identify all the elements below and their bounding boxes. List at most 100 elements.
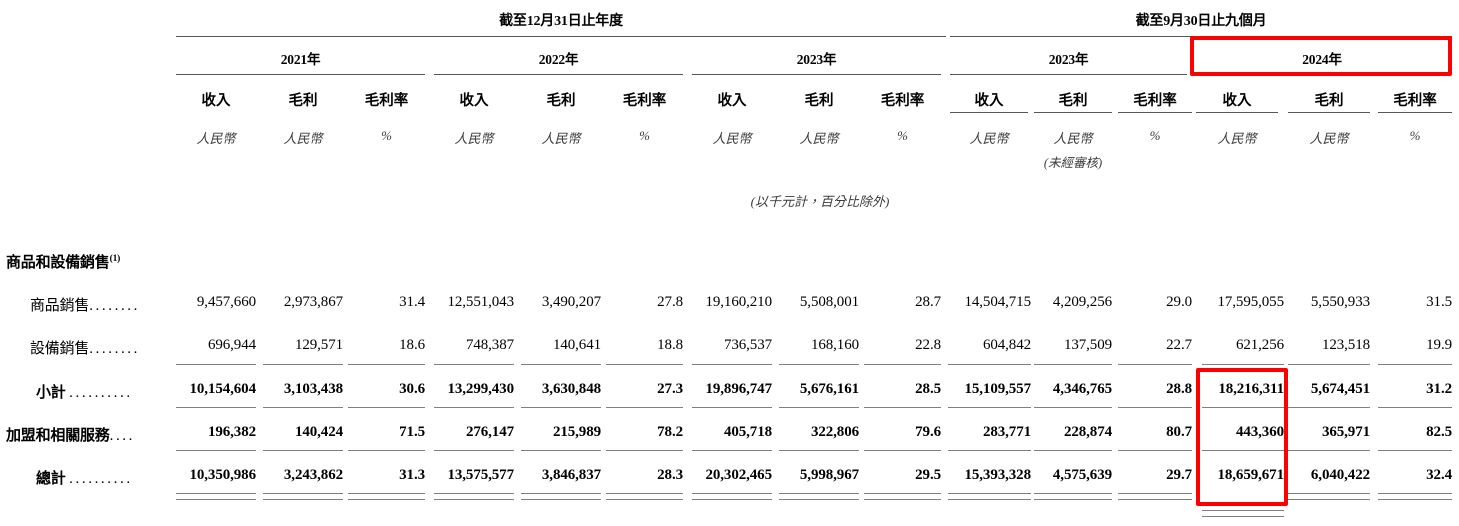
cell-r4-c6: 20,302,465 <box>705 467 772 483</box>
rule-below-total-a-c11 <box>1118 493 1192 494</box>
subheader-2024q-gross-profit: 毛利 <box>1314 93 1344 109</box>
cell-r2-c9: 15,109,557 <box>964 381 1031 397</box>
cell-r1-c4: 140,641 <box>552 337 601 353</box>
rule-above-total-c14 <box>1378 450 1452 451</box>
rule-below-total-a-c8 <box>864 493 941 494</box>
cell-r0-c12: 17,595,055 <box>1217 294 1284 310</box>
row-label-merchandise-sales: 商品銷售........ <box>30 294 140 315</box>
year-header-2024-nine-months: 2024年 <box>1302 52 1342 67</box>
cell-r3-c5: 78.2 <box>657 424 683 440</box>
cell-r3-c6: 405,718 <box>723 424 772 440</box>
cell-r3-c1: 140,424 <box>294 424 343 440</box>
rule-below-total-a-c9 <box>948 493 1031 494</box>
cell-r2-c4: 3,630,848 <box>541 381 601 397</box>
rule-above-subtotal-c13 <box>1288 364 1370 365</box>
cell-r4-c14: 32.4 <box>1426 467 1452 483</box>
rule-below-total-a-c1 <box>263 493 343 494</box>
cell-r2-c13: 5,674,451 <box>1310 381 1370 397</box>
rule-below-total-a-c12 <box>1202 510 1284 511</box>
rule-below-total-b-c10 <box>1034 499 1112 500</box>
cell-r1-c7: 168,160 <box>810 337 859 353</box>
rule-below-total-b-c12 <box>1202 516 1284 517</box>
rule-below-total-b-c7 <box>779 499 859 500</box>
cell-r3-c13: 365,971 <box>1321 424 1370 440</box>
subheader-2023a-gross-profit: 毛利 <box>804 93 834 109</box>
rule-below-total-a-c13 <box>1288 493 1370 494</box>
row-label-total-text: 總計 <box>36 471 66 487</box>
rule-below-total-a-c14 <box>1378 493 1452 494</box>
rule-above-subtotal-c11 <box>1118 364 1192 365</box>
unit-note: (以千元計，百分比除外) <box>750 194 890 209</box>
cell-r2-c3: 13,299,430 <box>447 381 514 397</box>
rule-above-subtotal-c9 <box>948 364 1031 365</box>
rule-below-subtotal-c9 <box>948 407 1031 408</box>
rule-below-total-b-c6 <box>692 499 772 500</box>
row-label-total: 總計 .......... <box>36 467 133 488</box>
rule-subheader-2024q-revenue <box>1196 112 1278 113</box>
rule-below-subtotal-c11 <box>1118 407 1192 408</box>
cell-r3-c8: 79.6 <box>915 424 941 440</box>
cell-r4-c3: 13,575,577 <box>447 467 514 483</box>
cell-r0-c11: 29.0 <box>1166 294 1192 310</box>
rule-above-total-c1 <box>263 450 343 451</box>
cell-r1-c5: 18.8 <box>657 337 683 353</box>
rule-above-subtotal-c0 <box>176 364 256 365</box>
row-label-equipment-sales-text: 設備銷售 <box>30 341 90 357</box>
cell-r2-c0: 10,154,604 <box>189 381 256 397</box>
rule-above-subtotal-c10 <box>1034 364 1112 365</box>
rule-below-total-b-c11 <box>1118 499 1192 500</box>
rule-above-total-c2 <box>348 450 425 451</box>
rule-below-total-a-c0 <box>176 493 256 494</box>
rule-below-total-a-c10 <box>1034 493 1112 494</box>
row-leader: ........ <box>89 298 141 314</box>
subheader-2022-revenue: 收入 <box>459 93 489 109</box>
cell-r4-c1: 3,243,862 <box>283 467 343 483</box>
cell-r1-c0: 696,944 <box>207 337 256 353</box>
rule-above-total-c12 <box>1202 450 1284 451</box>
cell-r0-c1: 2,973,867 <box>283 294 343 310</box>
unit-2023a-gross-profit: 人民幣 <box>799 131 839 146</box>
unit-2023a-gross-margin: % <box>897 128 908 143</box>
unit-2022-revenue: 人民幣 <box>454 131 494 146</box>
unit-2024q-gross-profit: 人民幣 <box>1309 131 1349 146</box>
unit-2021-gross-profit: 人民幣 <box>283 131 323 146</box>
year-header-2023-annual: 2023年 <box>796 52 837 67</box>
section-title-text: 商品和設備銷售 <box>6 255 110 271</box>
subheader-2024q-revenue: 收入 <box>1222 93 1252 109</box>
rule-below-total-b-c1 <box>263 499 343 500</box>
section-title: 商品和設備銷售(1) <box>6 251 120 272</box>
rule-below-total-b-c9 <box>948 499 1031 500</box>
cell-r4-c0: 10,350,986 <box>189 467 256 483</box>
rule-above-subtotal-c3 <box>434 364 514 365</box>
rule-above-subtotal-c8 <box>864 364 941 365</box>
unit-2022-gross-profit: 人民幣 <box>541 131 581 146</box>
row-label-subtotal-text: 小計 <box>36 385 66 401</box>
cell-r2-c1: 3,103,438 <box>283 381 343 397</box>
cell-r2-c7: 5,676,161 <box>799 381 859 397</box>
rule-below-total-b-c2 <box>348 499 425 500</box>
rule-year-2024-nine-months <box>1196 74 1448 75</box>
rule-above-subtotal-c4 <box>521 364 601 365</box>
unit-2023q-gross-margin: % <box>1149 128 1161 143</box>
cell-r0-c4: 3,490,207 <box>541 294 601 310</box>
cell-r2-c5: 27.3 <box>657 381 683 397</box>
row-leader: .... <box>109 428 136 444</box>
rule-year-2022 <box>434 74 683 75</box>
cell-r1-c1: 129,571 <box>294 337 343 353</box>
rule-subheader-2023q-gross-profit <box>1034 112 1112 113</box>
row-label-subtotal: 小計 .......... <box>36 381 133 402</box>
cell-r0-c3: 12,551,043 <box>447 294 514 310</box>
rule-above-total-c5 <box>606 450 683 451</box>
rule-above-subtotal-c14 <box>1378 364 1452 365</box>
rule-below-subtotal-c7 <box>779 407 859 408</box>
rule-subheader-2023q-revenue <box>950 112 1028 113</box>
rule-above-total-c13 <box>1288 450 1370 451</box>
group-header-nine-months: 截至9月30日止九個月 <box>1135 14 1267 29</box>
rule-year-2023-nine-months <box>950 74 1187 75</box>
row-label-equipment-sales: 設備銷售........ <box>30 337 140 358</box>
rule-below-subtotal-c10 <box>1034 407 1112 408</box>
subheader-2022-gross-profit: 毛利 <box>546 93 576 109</box>
cell-r4-c4: 3,846,837 <box>541 467 601 483</box>
cell-r2-c14: 31.2 <box>1426 381 1452 397</box>
unit-2024q-revenue: 人民幣 <box>1217 131 1257 146</box>
